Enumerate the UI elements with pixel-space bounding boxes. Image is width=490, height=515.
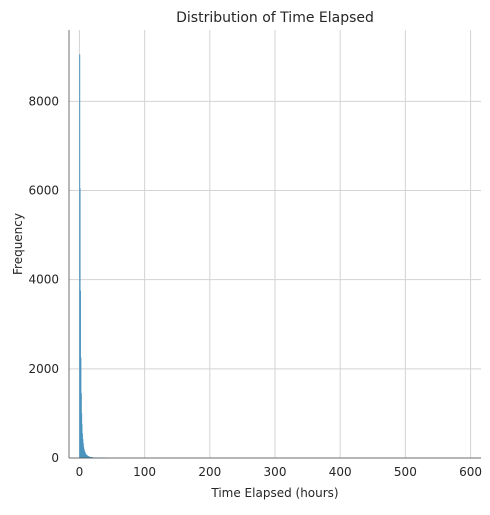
histogram-bars [79, 55, 107, 458]
y-tick-label: 2000 [28, 362, 59, 376]
grid-lines [69, 30, 481, 458]
x-axis-label: Time Elapsed (hours) [210, 486, 338, 500]
x-tick-label: 100 [133, 465, 156, 479]
x-tick-label: 0 [76, 465, 84, 479]
x-tick-label: 200 [198, 465, 221, 479]
x-tick-label: 400 [329, 465, 352, 479]
x-tick-label: 600 [459, 465, 482, 479]
y-tick-label: 4000 [28, 273, 59, 287]
x-tick-label: 500 [394, 465, 417, 479]
x-tick-label: 300 [264, 465, 287, 479]
y-tick-label: 8000 [28, 94, 59, 108]
y-tick-label: 0 [51, 451, 59, 465]
chart-title: Distribution of Time Elapsed [176, 10, 374, 26]
y-axis-label: Frequency [11, 213, 25, 275]
y-tick-label: 6000 [28, 184, 59, 198]
